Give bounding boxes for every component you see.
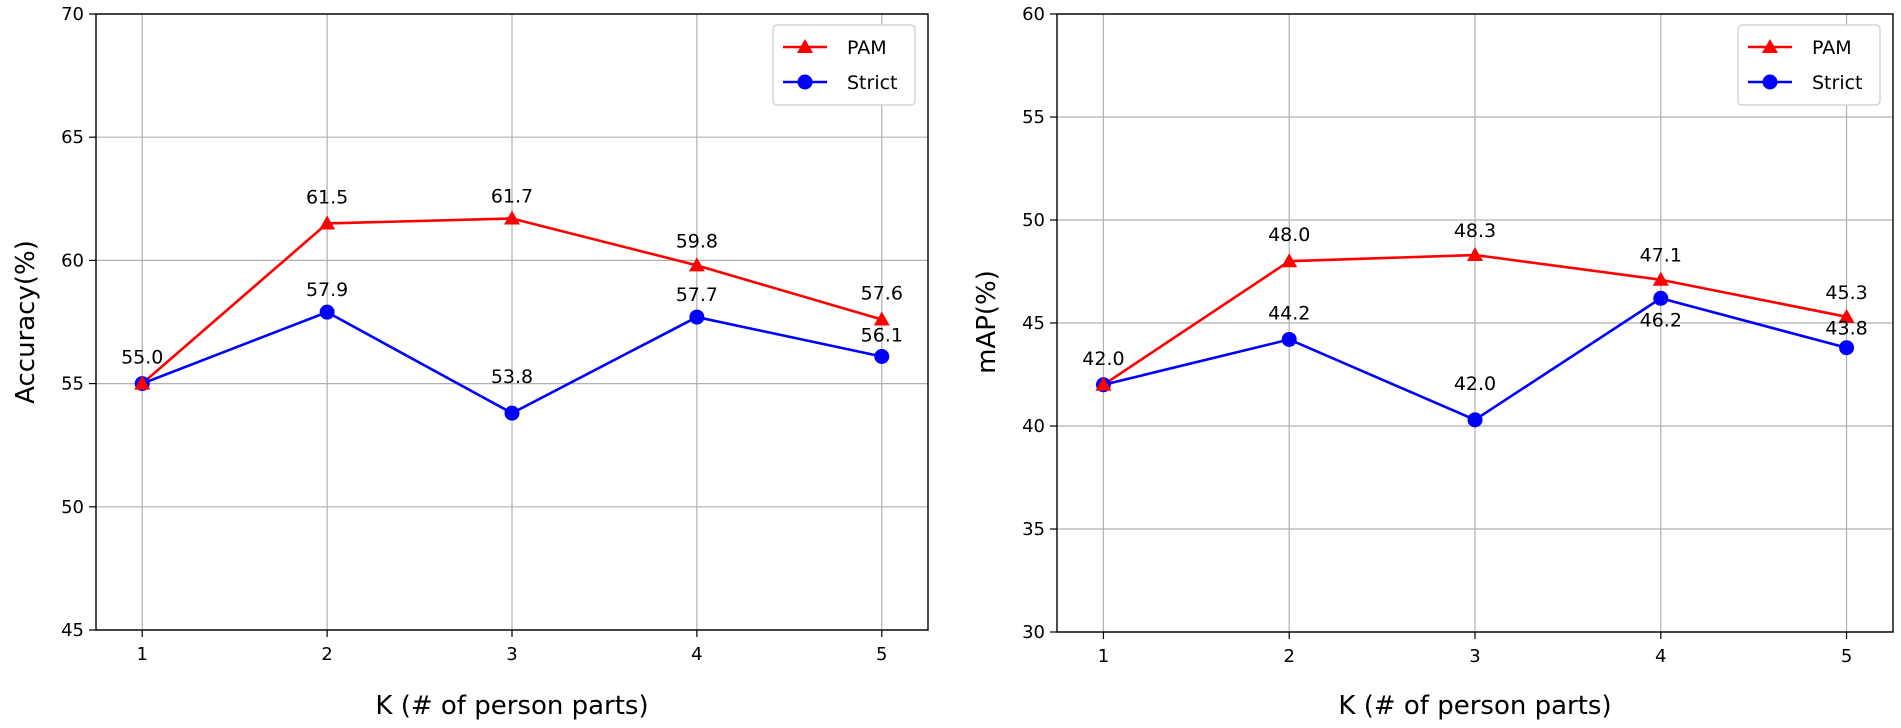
legend-strict-label: Strict [1812, 72, 1863, 94]
data-label-strict: 57.9 [306, 279, 348, 301]
chart-map-x-axis-label: K (# of person parts) [1338, 691, 1611, 721]
data-label-pam: 57.6 [861, 283, 903, 305]
y-tick-label: 65 [61, 127, 84, 148]
chart-accuracy-y-axis-label: Accuracy(%) [11, 240, 41, 404]
data-label-strict: 46.2 [1640, 309, 1682, 331]
y-tick-label: 50 [1022, 210, 1045, 231]
x-tick-label: 1 [1098, 646, 1109, 667]
legend-pam-marker [1762, 39, 1778, 53]
y-tick-label: 60 [1022, 4, 1045, 25]
x-tick-label: 4 [691, 644, 702, 665]
data-label-pam: 48.3 [1454, 220, 1496, 242]
data-label-pam: 59.8 [676, 230, 718, 252]
chart-accuracy-legend: PAM Strict [772, 24, 916, 106]
chart-accuracy-grid [96, 13, 928, 631]
data-label-strict: 43.8 [1825, 318, 1867, 340]
x-tick-label: 5 [1841, 646, 1852, 667]
data-label-pam: 61.5 [306, 186, 348, 208]
x-tick-label: 5 [876, 644, 887, 665]
legend-strict-label: Strict [847, 72, 898, 94]
data-label-pam: 45.3 [1825, 282, 1867, 304]
y-tick-label: 40 [1022, 416, 1045, 437]
y-tick-label: 60 [61, 250, 84, 271]
chart-map-markers [1095, 247, 1855, 428]
data-point-pam [1838, 308, 1855, 323]
data-point-strict [504, 405, 520, 421]
y-tick-label: 45 [1022, 313, 1045, 334]
data-point-pam [319, 215, 336, 230]
y-tick-label: 30 [1022, 622, 1045, 643]
data-label-pam: 55.0 [121, 347, 163, 369]
y-tick-label: 50 [61, 497, 84, 518]
y-tick-label: 55 [1022, 107, 1045, 128]
data-label-pam: 48.0 [1268, 224, 1310, 246]
data-label-strict: 42.0 [1454, 373, 1496, 395]
x-tick-label: 3 [1469, 646, 1480, 667]
data-point-pam [1281, 253, 1298, 268]
data-point-strict [874, 348, 890, 364]
data-point-pam [1095, 376, 1112, 391]
chart-map-data-labels: 42.0 48.0 48.3 47.1 45.3 44.2 42.0 46.2 43.8 [1082, 220, 1867, 395]
x-tick-label: 4 [1655, 646, 1666, 667]
legend-pam-label: PAM [1812, 37, 1852, 59]
data-point-strict [1467, 412, 1483, 428]
chart-accuracy-data-labels: 55.0 61.5 61.7 59.8 57.6 57.9 53.8 57.7 56.1 [121, 186, 903, 389]
data-point-pam [504, 210, 520, 225]
chart-map-legend: PAM Strict [1737, 24, 1881, 106]
x-tick-label: 2 [321, 644, 332, 665]
data-label-strict: 53.8 [491, 366, 533, 388]
data-label-pam: 47.1 [1640, 245, 1682, 267]
data-point-strict [1839, 340, 1855, 356]
data-point-pam [1467, 247, 1483, 262]
chart-accuracy-xticks: 1 2 3 4 5 [136, 630, 888, 665]
legend-strict-marker [797, 74, 813, 90]
chart-map-grid [1057, 13, 1893, 633]
x-tick-label: 3 [506, 644, 517, 665]
legend-pam-marker [797, 39, 813, 53]
data-point-strict [1281, 331, 1297, 347]
y-tick-label: 70 [61, 4, 84, 25]
data-point-strict [689, 309, 705, 325]
chart-map-y-axis-label: mAP(%) [972, 270, 1002, 374]
chart-map-xticks: 1 2 3 4 5 [1098, 632, 1852, 667]
data-label-strict: 44.2 [1268, 302, 1310, 324]
data-point-pam [1652, 271, 1669, 286]
chart-accuracy-x-axis-label: K (# of person parts) [375, 691, 648, 721]
y-tick-label: 55 [61, 374, 84, 395]
x-tick-label: 2 [1283, 646, 1294, 667]
x-tick-label: 1 [136, 644, 147, 665]
data-point-pam [688, 257, 705, 272]
data-point-pam [134, 375, 151, 390]
data-label-pam: 42.0 [1082, 348, 1124, 370]
data-point-strict [1653, 290, 1669, 306]
y-tick-label: 45 [61, 620, 84, 641]
chart-accuracy-yticks: 45 50 55 60 65 70 [61, 4, 96, 641]
legend-pam-label: PAM [847, 37, 887, 59]
data-point-pam [873, 311, 890, 326]
y-tick-label: 35 [1022, 519, 1045, 540]
data-label-pam: 61.7 [491, 186, 533, 208]
data-label-strict: 57.7 [676, 284, 718, 306]
data-label-strict: 56.1 [861, 324, 903, 346]
chart-map-yticks: 30 35 40 45 50 55 60 [1022, 4, 1057, 643]
data-point-strict [319, 304, 335, 320]
legend-strict-marker [1762, 74, 1778, 90]
chart-accuracy-markers [134, 210, 890, 421]
